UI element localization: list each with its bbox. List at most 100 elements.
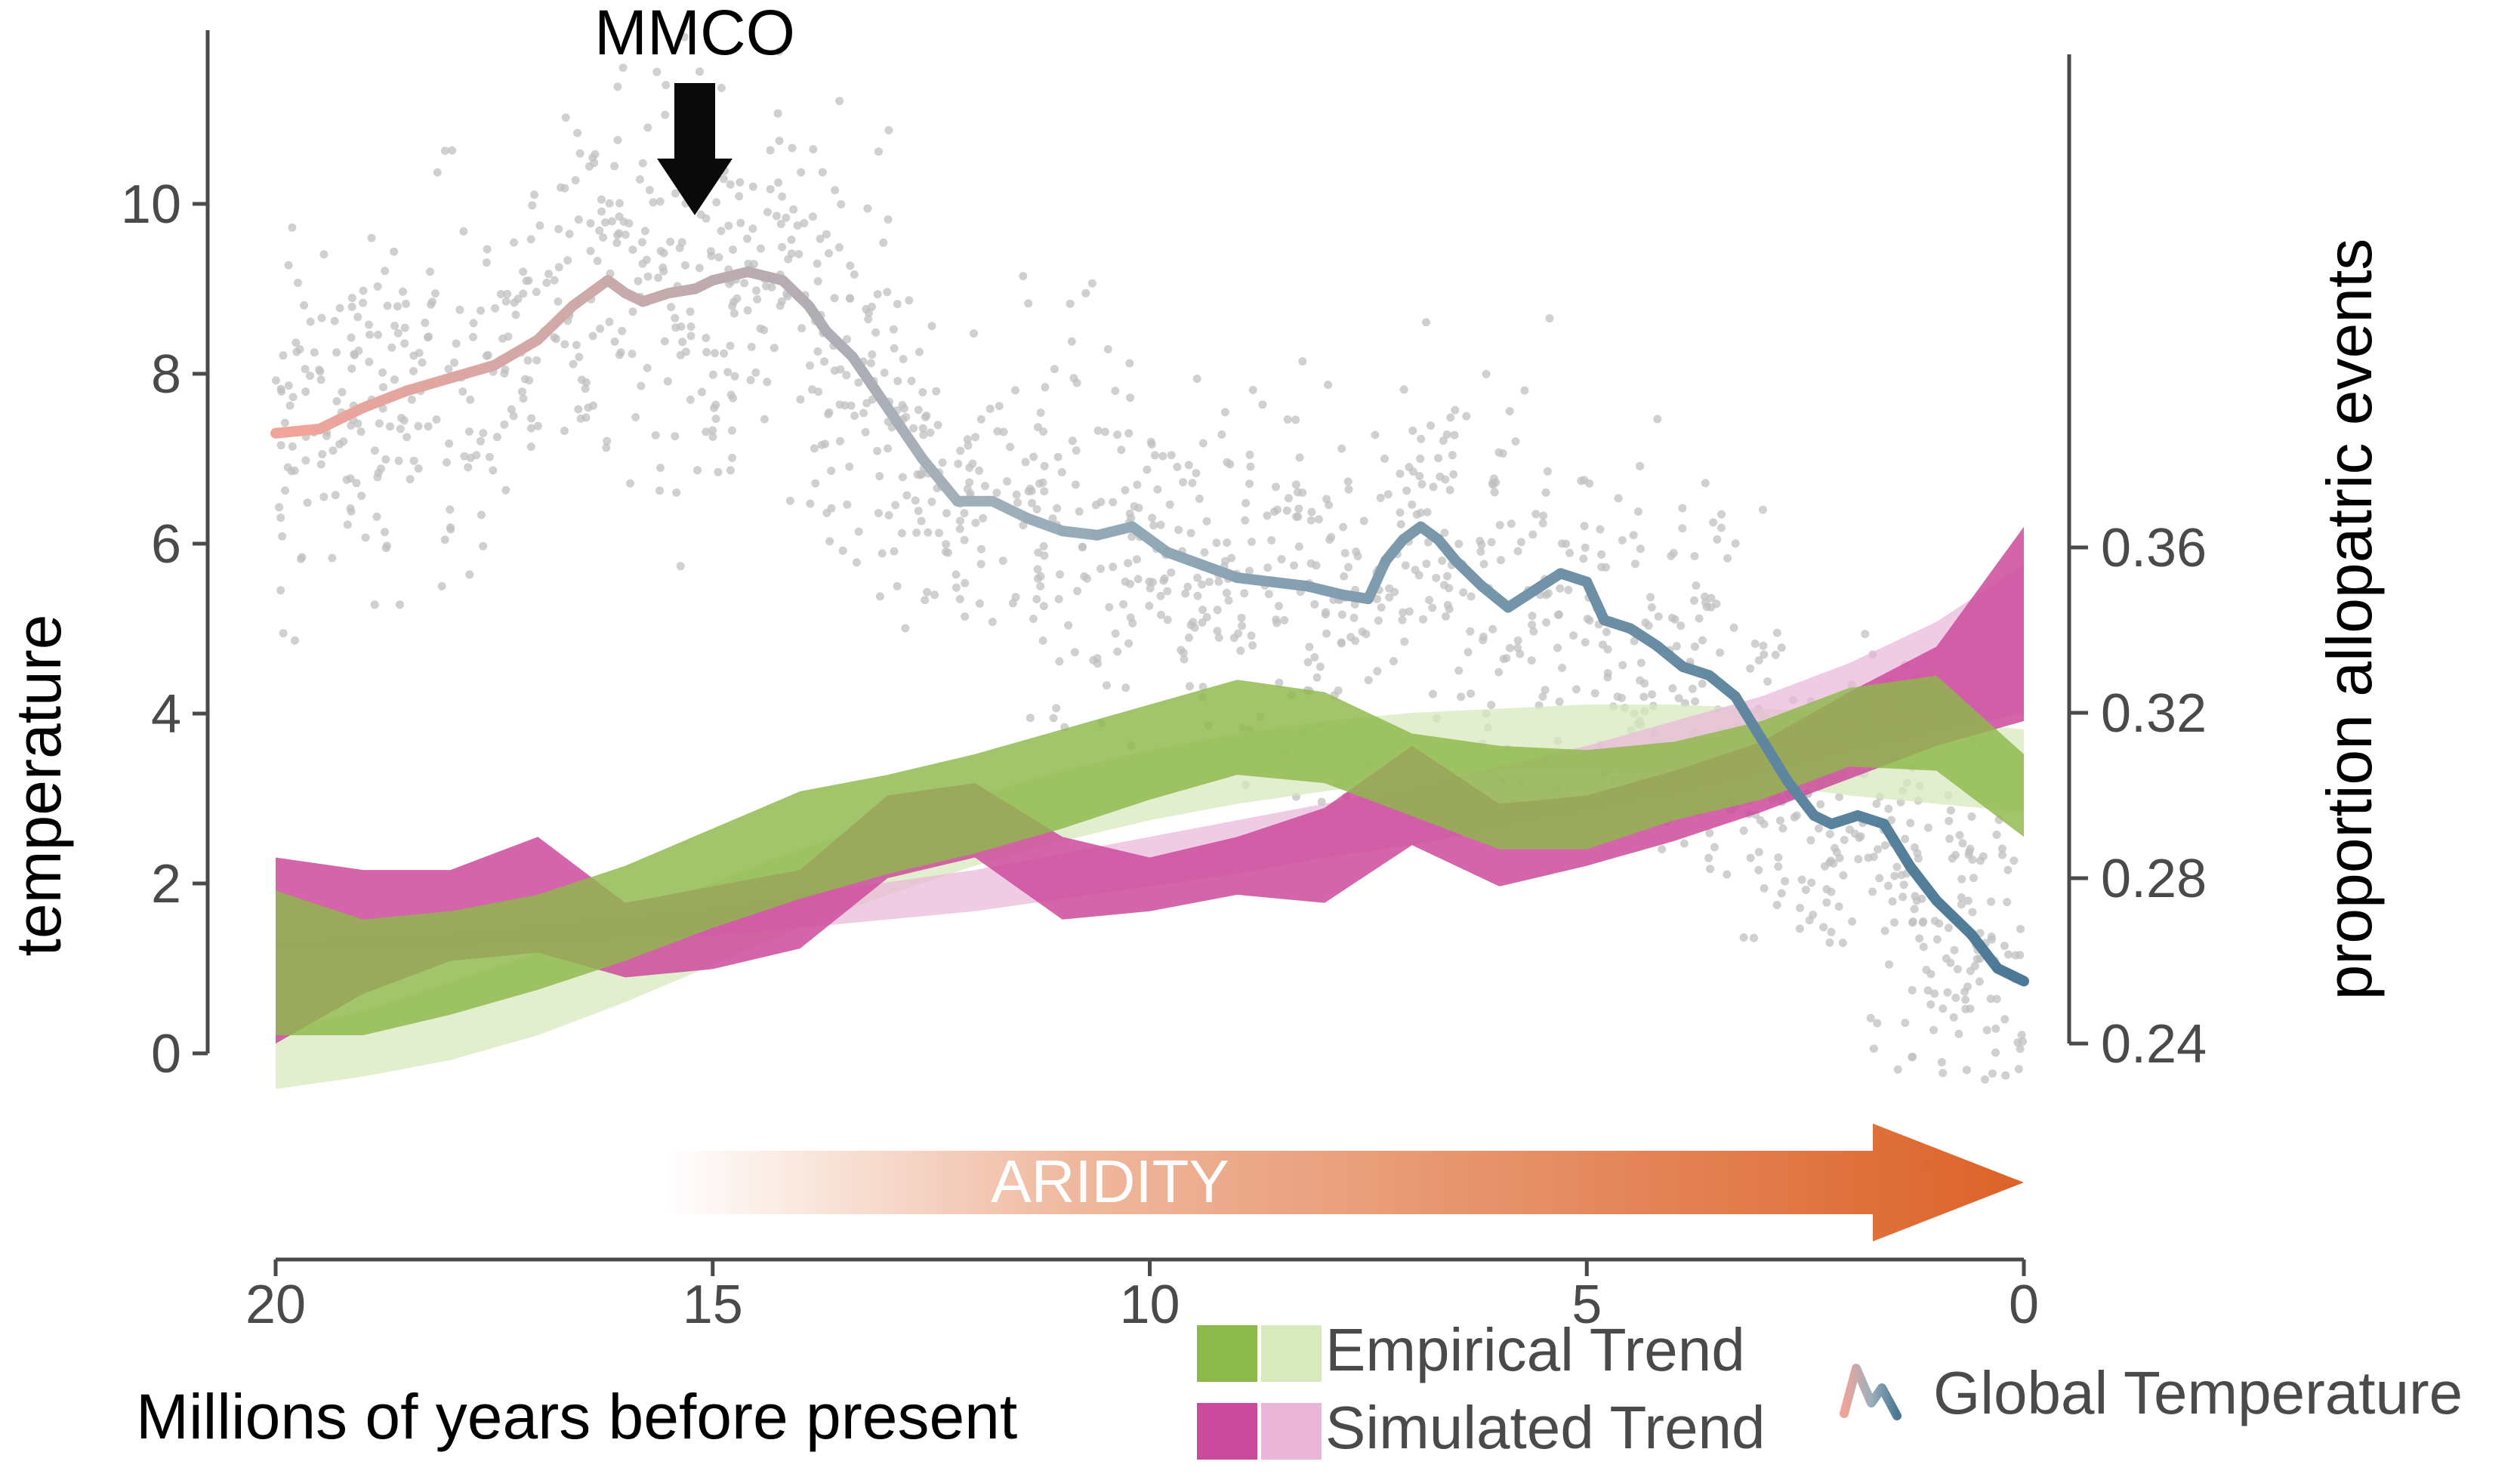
temperature-point: [561, 113, 570, 122]
temperature-point: [975, 599, 984, 608]
temperature-point: [394, 456, 403, 465]
temperature-point: [1868, 887, 1877, 896]
temperature-point: [477, 510, 486, 520]
temperature-point: [335, 439, 344, 449]
temperature-point: [569, 359, 578, 368]
temperature-point: [898, 473, 907, 482]
temperature-point: [390, 375, 399, 384]
temperature-point: [1419, 615, 1427, 624]
temperature-point: [818, 168, 827, 177]
temperature-point: [1953, 965, 1962, 973]
temperature-point: [1716, 648, 1725, 657]
temperature-point: [437, 581, 446, 590]
temperature-point: [1516, 538, 1525, 547]
temperature-point: [970, 329, 978, 338]
temperature-point: [912, 528, 921, 537]
temperature-point: [352, 479, 361, 488]
temperature-point: [605, 199, 614, 208]
temperature-point: [407, 395, 416, 404]
temperature-point: [1505, 407, 1514, 416]
temperature-point: [806, 499, 815, 508]
temperature-point: [597, 195, 606, 204]
temperature-point: [466, 453, 475, 462]
temperature-point: [581, 384, 590, 393]
temperature-point: [525, 376, 534, 385]
temperature-point: [1054, 594, 1063, 603]
temperature-point: [1374, 616, 1383, 625]
temperature-point: [310, 348, 319, 357]
temperature-point: [788, 143, 797, 153]
temperature-point: [1029, 452, 1038, 461]
temperature-point: [1961, 995, 1970, 1004]
temperature-point: [1405, 607, 1414, 616]
temperature-point: [651, 431, 660, 439]
temperature-point: [550, 276, 559, 285]
temperature-point: [955, 594, 964, 603]
temperature-point: [1091, 501, 1100, 510]
left-tick-label: 8: [151, 344, 181, 405]
temperature-point: [1692, 581, 1701, 590]
temperature-point: [1911, 892, 1920, 901]
temperature-point: [1890, 871, 1899, 880]
temperature-point: [988, 618, 997, 627]
temperature-point: [1163, 587, 1172, 596]
temperature-point: [395, 600, 404, 609]
temperature-point: [1248, 538, 1256, 546]
temperature-point: [846, 294, 855, 303]
temperature-point: [1915, 934, 1924, 943]
temperature-point: [1380, 455, 1389, 463]
temperature-point: [775, 137, 784, 145]
temperature-point: [1158, 452, 1167, 461]
temperature-point: [1825, 858, 1834, 867]
temperature-point: [1653, 415, 1662, 424]
temperature-point: [1569, 631, 1578, 640]
temperature-point: [322, 431, 331, 440]
temperature-point: [1036, 581, 1045, 590]
temperature-point: [1781, 877, 1790, 886]
temperature-point: [409, 456, 418, 465]
temperature-point: [743, 306, 752, 315]
right-axis: 0.24 0.28 0.32 0.36: [2067, 54, 2207, 1075]
temperature-point: [1960, 987, 1969, 996]
temperature-point: [1245, 566, 1254, 575]
temperature-point: [942, 509, 951, 518]
temperature-point: [1117, 446, 1126, 455]
temperature-point: [1343, 477, 1353, 486]
temperature-point: [976, 415, 985, 424]
temperature-point: [291, 338, 301, 347]
temperature-point: [1041, 383, 1050, 392]
temperature-point: [909, 424, 918, 433]
temperature-point: [985, 404, 995, 413]
temperature-point: [1306, 516, 1316, 525]
temperature-point: [711, 400, 720, 409]
temperature-point: [1081, 288, 1090, 298]
temperature-point: [458, 387, 467, 396]
temperature-point: [1678, 504, 1687, 513]
temperature-point: [1531, 510, 1541, 519]
temperature-point: [838, 546, 847, 555]
temperature-point: [890, 344, 899, 353]
temperature-point: [1124, 639, 1134, 648]
temperature-point: [873, 290, 882, 299]
temperature-point: [1986, 994, 1995, 1004]
temperature-point: [714, 467, 723, 476]
temperature-point: [1416, 455, 1425, 463]
temperature-point: [519, 267, 528, 276]
temperature-point: [1294, 542, 1303, 551]
temperature-point: [1434, 454, 1443, 463]
temperature-point: [574, 215, 583, 224]
temperature-point: [1919, 942, 1928, 951]
temperature-point: [501, 365, 510, 374]
temperature-point: [1133, 480, 1142, 489]
temperature-point: [1305, 643, 1314, 652]
temperature-point: [1241, 516, 1250, 525]
temperature-point: [616, 348, 625, 357]
temperature-point: [1324, 381, 1333, 390]
temperature-point: [696, 67, 704, 76]
temperature-point: [772, 211, 781, 220]
temperature-point: [359, 286, 368, 295]
legend-temperature-label: Global Temperature: [1933, 1359, 2463, 1426]
temperature-point: [1263, 511, 1272, 520]
temperature-point: [1310, 600, 1319, 609]
temperature-point: [864, 315, 873, 324]
